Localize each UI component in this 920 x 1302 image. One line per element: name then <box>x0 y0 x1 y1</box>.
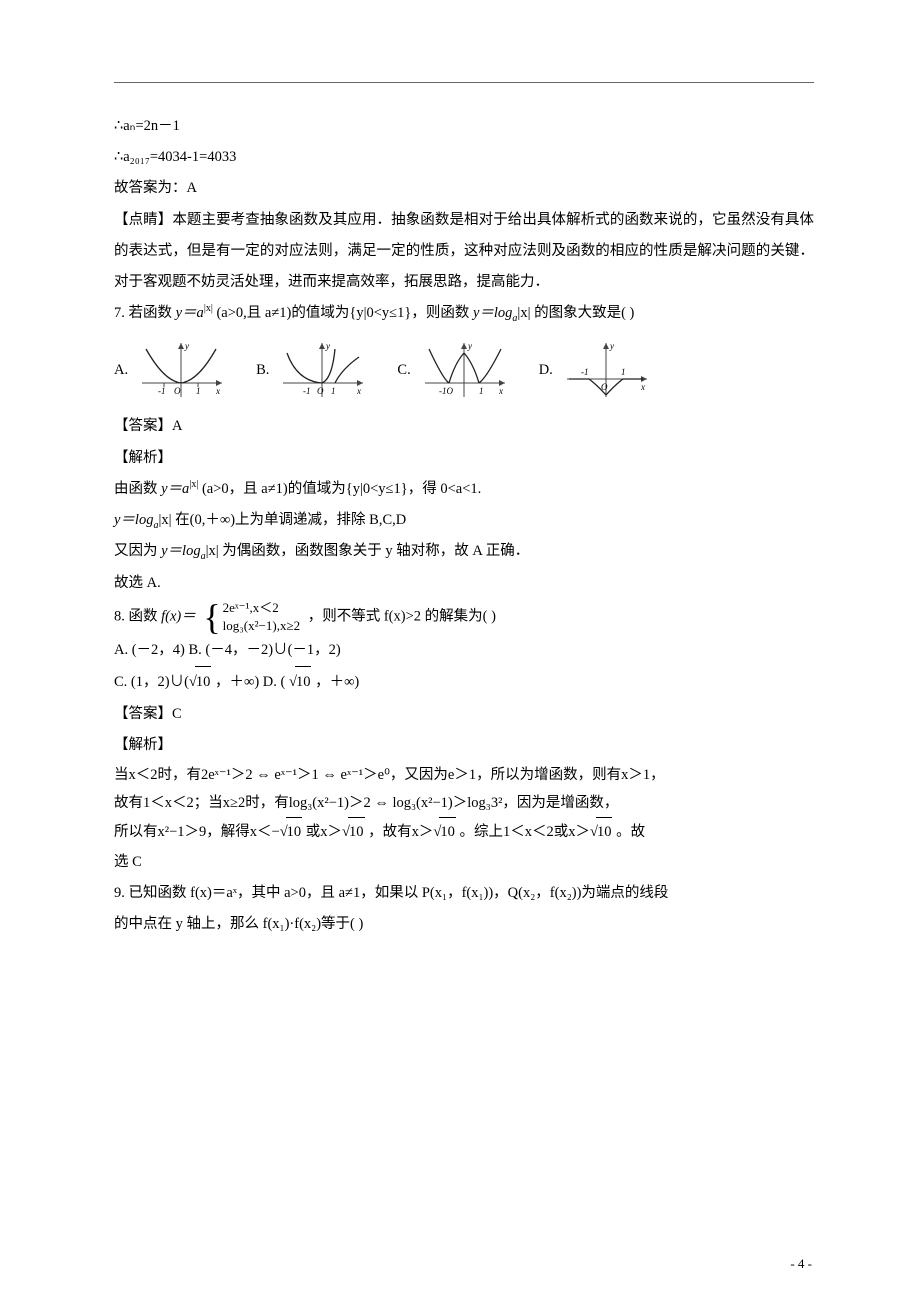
q7-exp: |x| <box>204 303 213 314</box>
sqrt-icon-2: 10 <box>295 666 312 698</box>
q8-ex3: 所以有x²−1＞9，解得x＜−√10 或x＞√10 ，故有x＞√10 。综上1＜… <box>114 817 814 846</box>
page-number: - 4 - <box>790 1250 812 1278</box>
svg-text:y: y <box>609 341 614 351</box>
q8-ex4: 选 C <box>114 847 814 878</box>
q7-yeq: y＝a <box>176 305 204 321</box>
opt-a-label: A. <box>114 355 128 386</box>
svg-text:O: O <box>601 382 608 392</box>
svg-text:x: x <box>640 382 645 392</box>
commentary: 【点睛】本题主要考查抽象函数及其应用．抽象函数是相对于给出具体解析式的函数来说的… <box>114 205 814 299</box>
q7-ex4: 故选 A. <box>114 568 814 599</box>
q7-ex2-log: y＝log <box>114 512 153 528</box>
q8-piece2: log₃(x²−1),x≥2 <box>223 617 300 635</box>
svg-text:x: x <box>498 386 503 396</box>
q8-ex3-d: 。综上1＜x＜2或x＞ <box>459 824 590 840</box>
graph-b-icon: -1 O 1 x y <box>277 339 367 401</box>
q7-ex2-logarg: |x| <box>158 512 171 528</box>
opt-c-label: C. <box>397 355 410 386</box>
sqrt-icon: 10 <box>195 666 212 698</box>
q8-stem: 8. 函数 f(x)＝ { 2eˣ⁻¹,x＜2 log₃(x²−1),x≥2 ，… <box>114 599 814 635</box>
q7-ex3-a: 又因为 <box>114 543 161 559</box>
q8-ex3-e: 。故 <box>616 824 645 840</box>
q7-options: A. -1 O 1 x y B. -1 O <box>114 339 814 401</box>
q8-ex-title: 【解析】 <box>114 730 814 761</box>
q8-ex2: 故有1＜x＜2；当x≥2时，有log₃(x²−1)＞2 ⇔ log₃(x²−1)… <box>114 789 814 817</box>
q7-ex1-a: 由函数 <box>114 481 161 497</box>
svg-text:O: O <box>174 386 181 396</box>
piecewise-icon: { 2eˣ⁻¹,x＜2 log₃(x²−1),x≥2 <box>203 599 300 635</box>
q7-stem-b: (a>0,且 a≠1)的值域为{y|0<y≤1}，则函数 <box>216 305 473 321</box>
svg-text:O: O <box>317 386 324 396</box>
line-answer-a: 故答案为：A <box>114 173 814 204</box>
q9-a: 9. 已知函数 f(x)＝aˣ，其中 a>0，且 a≠1，如果以 P(x₁，f(… <box>114 878 814 909</box>
q8-ex3-b: 或x＞ <box>306 824 342 840</box>
q7-ex3-b: 为偶函数，函数图象关于 y 轴对称，故 A 正确． <box>222 543 529 559</box>
q8-ex1: 当x＜2时，有2eˣ⁻¹＞2 ⇔ eˣ⁻¹＞1 ⇔ eˣ⁻¹＞e⁰，又因为e＞1… <box>114 761 814 789</box>
svg-text:1: 1 <box>196 386 201 396</box>
q8-optCD: C. (1，2)∪(√10 ，＋∞) D. ( √10 ，＋∞) <box>114 666 814 698</box>
q7-log-arg: |x| <box>517 305 530 321</box>
q8-stem-a: 8. 函数 <box>114 608 161 624</box>
q9-b: 的中点在 y 轴上，那么 f(x₁)·f(x₂)等于( ) <box>114 909 814 940</box>
q8-optAB: A. (－2，4) B. (－4，－2)∪(－1，2) <box>114 635 814 666</box>
sqrt-icon-4: 10 <box>348 817 365 846</box>
svg-text:-1: -1 <box>303 386 311 396</box>
q8-ex3-c: ，故有x＞ <box>368 824 433 840</box>
q7-ex1-yeq: y＝a <box>161 481 189 497</box>
q7-stem-c: 的图象大致是( ) <box>534 305 634 321</box>
line-a2017: ∴a₂₀₁₇=4034-1=4033 <box>114 142 814 173</box>
line-an: ∴aₙ=2n－1 <box>114 111 814 142</box>
q7-ex3-logarg: |x| <box>206 543 219 559</box>
svg-text:1: 1 <box>479 386 484 396</box>
q7-ex1-exp: |x| <box>189 479 198 490</box>
q8-ex3-a: 所以有x²−1＞9，解得x＜− <box>114 824 280 840</box>
q7-ex2: y＝loga|x| 在(0,＋∞)上为单调递减，排除 B,C,D <box>114 505 814 536</box>
opt-b-label: B. <box>256 355 269 386</box>
q7-opt-c: C. -1O 1 x y <box>397 339 508 401</box>
q7-ex2-a: 在(0,＋∞)上为单调递减，排除 B,C,D <box>175 512 406 528</box>
q8-answer: 【答案】C <box>114 699 814 730</box>
q7-opt-d: D. -1 1 O x y <box>539 339 651 401</box>
sqrt-icon-3: 10 <box>286 817 303 846</box>
graph-d-icon: -1 1 O x y <box>561 339 651 401</box>
q7-ex3: 又因为 y＝loga|x| 为偶函数，函数图象关于 y 轴对称，故 A 正确． <box>114 536 814 567</box>
q8-piece1: 2eˣ⁻¹,x＜2 <box>223 599 300 617</box>
graph-c-icon: -1O 1 x y <box>419 339 509 401</box>
q8-optc-b: ，＋∞) D. ( <box>215 674 289 690</box>
q7-ex3-log: y＝log <box>161 543 200 559</box>
q7-opt-a: A. -1 O 1 x y <box>114 339 226 401</box>
graph-a-icon: -1 O 1 x y <box>136 339 226 401</box>
q8-stem-b: ，则不等式 f(x)>2 的解集为( ) <box>308 608 496 624</box>
svg-text:y: y <box>467 341 472 351</box>
svg-text:1: 1 <box>331 386 336 396</box>
q8-fx: f(x)＝ <box>161 608 196 624</box>
q7-ex1-b: (a>0，且 a≠1)的值域为{y|0<y≤1}，得 0<a<1. <box>202 481 481 497</box>
q7-ex-title: 【解析】 <box>114 443 814 474</box>
q7-opt-b: B. -1 O 1 x y <box>256 339 367 401</box>
q8-optc-c: ，＋∞) <box>315 674 359 690</box>
sqrt-icon-6: 10 <box>596 817 613 846</box>
q7-answer: 【答案】A <box>114 411 814 442</box>
svg-text:x: x <box>215 386 220 396</box>
q8-optc-a: C. (1，2)∪( <box>114 674 189 690</box>
svg-text:-1O: -1O <box>439 386 453 396</box>
sqrt-icon-5: 10 <box>439 817 456 846</box>
q7-stem-a: 7. 若函数 <box>114 305 176 321</box>
svg-text:1: 1 <box>621 367 626 377</box>
page-divider <box>114 82 814 83</box>
svg-text:y: y <box>325 341 330 351</box>
brace-icon: { <box>203 601 220 633</box>
svg-text:y: y <box>184 341 189 351</box>
q7-log: y＝log <box>473 305 512 321</box>
svg-text:-1: -1 <box>581 367 589 377</box>
q7-ex1: 由函数 y＝a|x| (a>0，且 a≠1)的值域为{y|0<y≤1}，得 0<… <box>114 474 814 505</box>
q7-stem: 7. 若函数 y＝a|x| (a>0,且 a≠1)的值域为{y|0<y≤1}，则… <box>114 298 814 329</box>
opt-d-label: D. <box>539 355 553 386</box>
svg-text:x: x <box>356 386 361 396</box>
svg-text:-1: -1 <box>158 386 166 396</box>
